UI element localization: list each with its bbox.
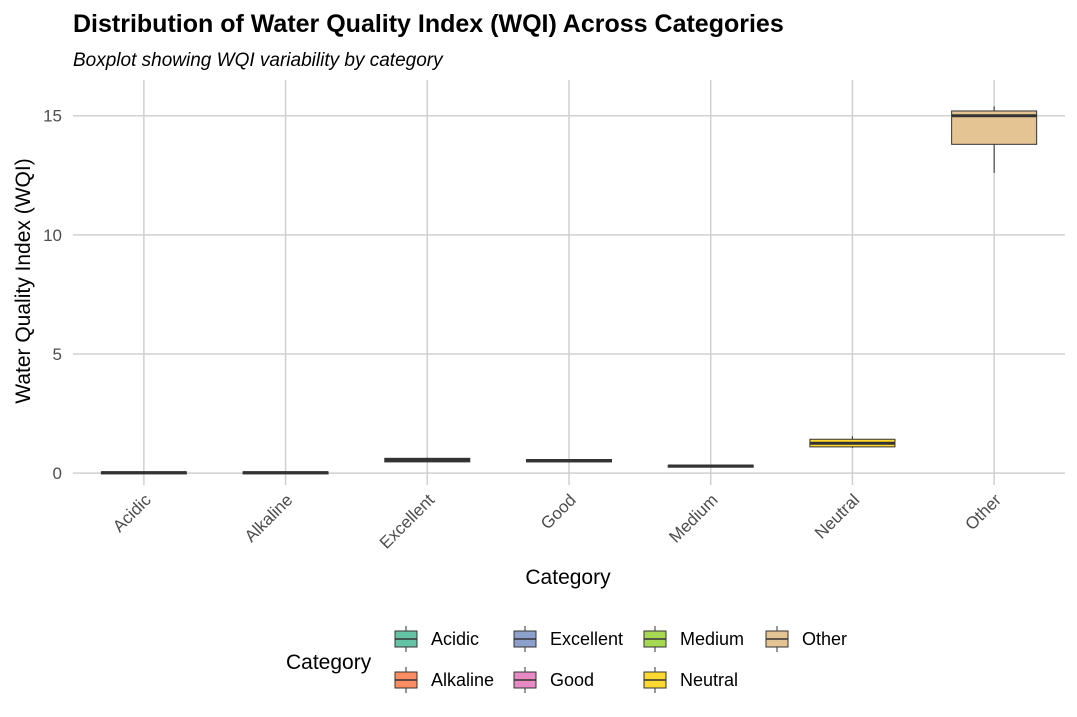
box-acidic — [100, 471, 187, 475]
legend-label: Good — [550, 670, 594, 690]
legend-item-medium: Medium — [643, 626, 744, 652]
legend-item-good: Good — [513, 667, 594, 693]
box-good — [525, 459, 613, 463]
legend-label: Excellent — [550, 629, 623, 649]
y-tick-label: 0 — [53, 464, 62, 483]
x-tick-label: Good — [537, 490, 580, 533]
chart-title: Distribution of Water Quality Index (WQI… — [73, 10, 784, 38]
box-medium — [667, 464, 754, 468]
legend-label: Medium — [680, 629, 744, 649]
x-tick-label: Acidic — [109, 490, 155, 536]
y-tick-label: 10 — [43, 226, 62, 245]
legend-label: Acidic — [431, 629, 479, 649]
x-tick-label: Alkaline — [241, 490, 297, 546]
boxes — [100, 106, 1038, 475]
legend-label: Neutral — [680, 670, 738, 690]
box-neutral — [809, 436, 896, 449]
x-axis-title: Category — [525, 566, 611, 589]
grid-lines — [73, 80, 1065, 485]
box-other — [951, 106, 1038, 173]
x-tick-label: Other — [961, 490, 1005, 534]
chart-subtitle: Boxplot showing WQI variability by categ… — [73, 50, 444, 71]
legend: Category Acidic Alkaline Excellent Good Medi… — [286, 626, 847, 693]
legend-item-other: Other — [765, 626, 847, 652]
y-axis-ticks: 0 5 10 15 — [43, 107, 62, 483]
box-alkaline — [242, 471, 329, 475]
x-axis-ticks: Acidic Alkaline Excellent Good Medium Neutral… — [109, 490, 1005, 553]
x-tick-label: Medium — [665, 490, 721, 546]
legend-item-alkaline: Alkaline — [394, 667, 494, 693]
box-excellent — [384, 457, 471, 463]
x-tick-label: Neutral — [811, 490, 863, 542]
legend-item-excellent: Excellent — [513, 626, 623, 652]
y-tick-label: 5 — [53, 345, 62, 364]
x-tick-label: Excellent — [376, 490, 438, 552]
y-axis-title: Water Quality Index (WQI) — [12, 158, 35, 403]
legend-item-acidic: Acidic — [394, 626, 479, 652]
legend-title: Category — [286, 651, 372, 674]
legend-label: Alkaline — [431, 670, 494, 690]
y-tick-label: 15 — [43, 107, 62, 126]
legend-label: Other — [802, 629, 847, 649]
legend-item-neutral: Neutral — [643, 667, 738, 693]
